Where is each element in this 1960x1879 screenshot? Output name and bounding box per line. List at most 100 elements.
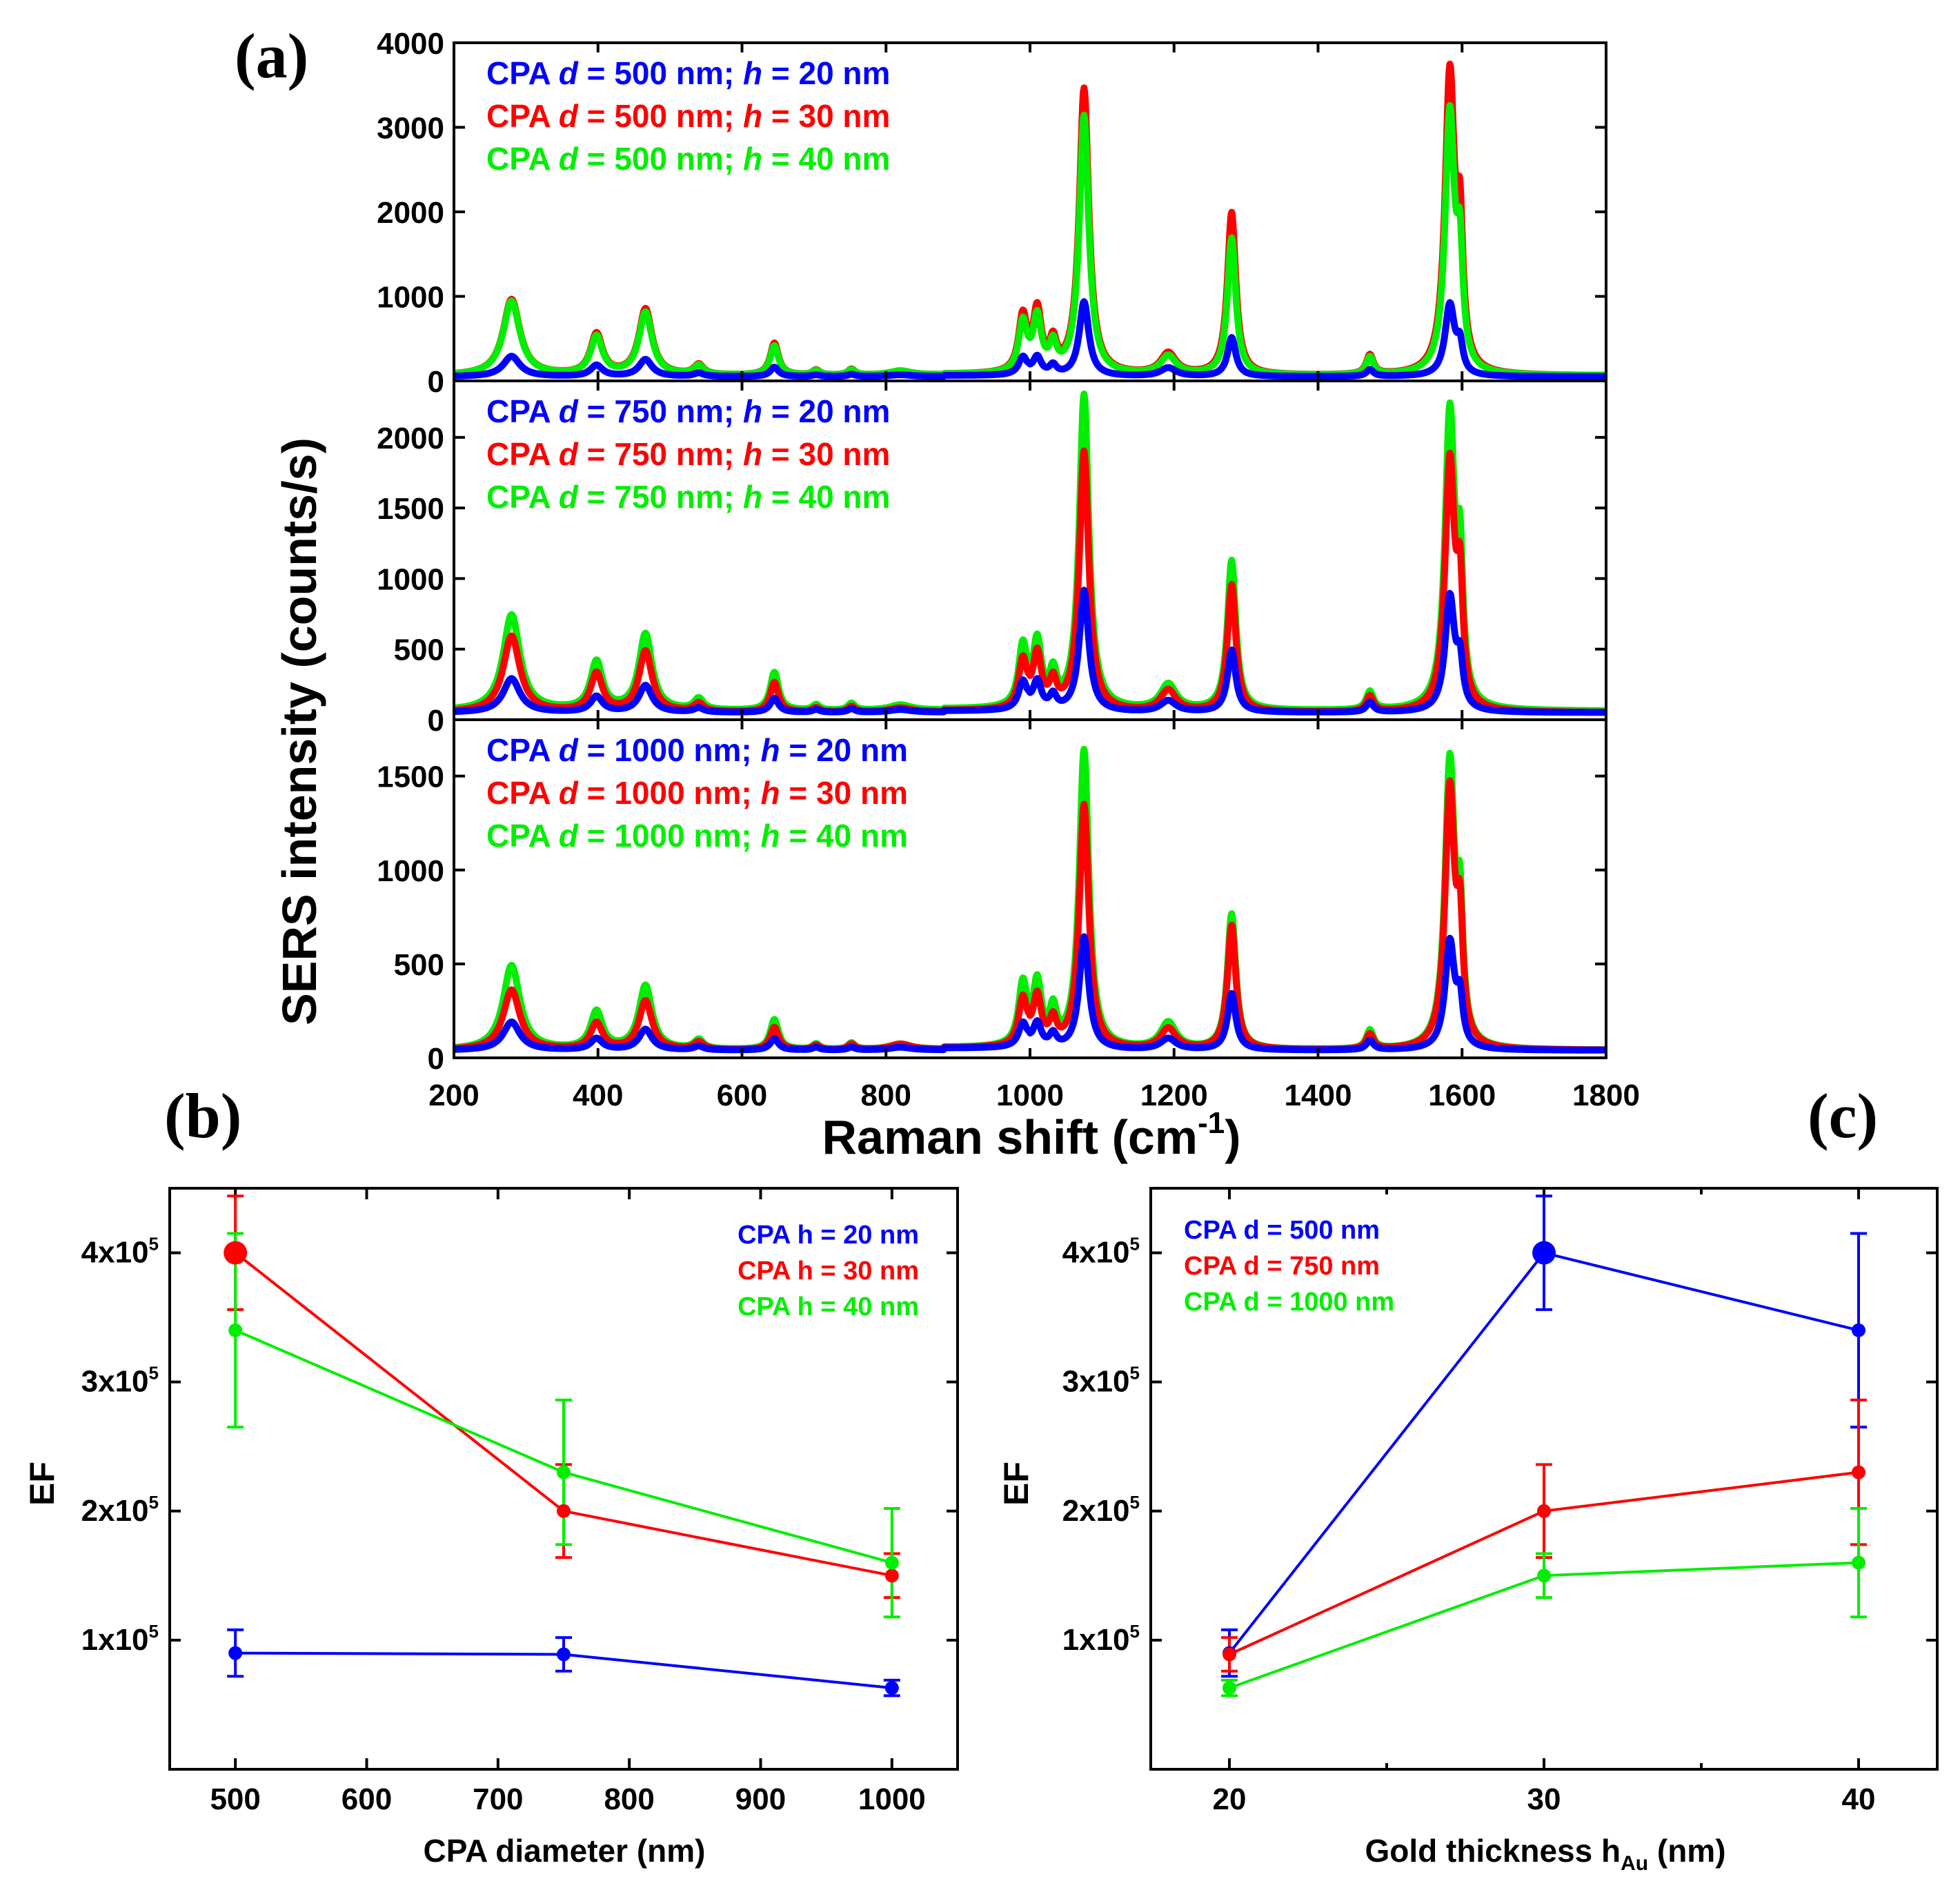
y-tick-label: 2x105: [1062, 1492, 1140, 1528]
y-tick-base: 4x10: [1062, 1236, 1130, 1270]
x-tick-label: 1800: [1572, 1079, 1640, 1112]
y-tick-label: 1x105: [1062, 1621, 1140, 1657]
spectrum-line-20nm: [454, 298, 1606, 380]
legend-entry: CPA d = 1000 nm; h = 30 nm: [486, 775, 908, 811]
panel-a-y-axis-title: SERS intensity (counts/s): [273, 437, 326, 1025]
legend-text: CPA: [486, 393, 559, 429]
x-tick-label: 600: [717, 1079, 767, 1112]
panel-label-a: (a): [235, 21, 308, 91]
legend-text: CPA: [486, 479, 559, 515]
legend-text: CPA: [486, 98, 559, 134]
legend-text: = 20 nm: [780, 732, 908, 768]
panel-b-legend: CPA h = 20 nm CPA h = 30 nm CPA h = 40 nm: [738, 1221, 919, 1321]
legend-text: = 40 nm: [762, 141, 890, 177]
data-point: [557, 1647, 571, 1662]
legend-symbol: h: [743, 141, 762, 177]
legend-entry: CPA d = 1000 nm: [1184, 1288, 1394, 1317]
data-point: [1852, 1323, 1865, 1337]
panel-b-y-axis-title: EF: [23, 1462, 61, 1506]
data-point: [228, 1646, 243, 1660]
legend-symbol: h: [743, 479, 762, 515]
y-tick-label: 0: [428, 365, 444, 399]
data-point: [1852, 1465, 1865, 1479]
legend-text: = 20 nm: [762, 55, 890, 91]
y-tick-exponent: 5: [149, 1363, 159, 1384]
y-tick-label: 2000: [377, 196, 444, 230]
legend-entry: CPA d = 500 nm; h = 20 nm: [486, 55, 890, 91]
legend-text: = 1000 nm;: [578, 775, 761, 811]
legend-symbol: h: [761, 775, 780, 811]
legend-text: CPA: [486, 436, 559, 472]
legend-entry: CPA h = 40 nm: [738, 1292, 919, 1321]
x-tick-label: 200: [428, 1079, 479, 1112]
panel-a-x-axis-title: Raman shift (cm-1): [822, 1106, 1241, 1164]
legend-symbol: d: [559, 479, 579, 515]
legend-symbol: h: [743, 436, 762, 472]
data-point: [884, 1681, 899, 1695]
legend-text: = 40 nm: [762, 479, 890, 515]
legend-text: = 500 nm;: [578, 141, 743, 177]
y-tick-label: 2x105: [81, 1492, 159, 1528]
panel-a-x-axis: 200 400 600 800 1000 1200 1400 1600 1800: [428, 1079, 1640, 1112]
spectrum-line-20nm: [454, 587, 1606, 716]
legend-entry: CPA d = 500 nm; h = 40 nm: [486, 141, 890, 177]
legend-symbol: d: [559, 732, 579, 768]
y-tick-label: 3000: [377, 112, 444, 146]
y-tick-base: 3x10: [81, 1365, 149, 1399]
legend-symbol: h: [743, 98, 762, 134]
x-tick-label: 1000: [996, 1079, 1064, 1112]
spectrum-line-40nm: [454, 101, 1606, 379]
legend-text: CPA: [486, 55, 559, 91]
legend-text: CPA: [486, 775, 559, 811]
legend-symbol: h: [761, 732, 780, 768]
legend-text: CPA: [486, 818, 559, 854]
legend-text: = 1000 nm;: [578, 732, 761, 768]
x-tick-label: 900: [735, 1782, 786, 1816]
y-tick-label: 4x105: [1062, 1234, 1140, 1270]
spectrum-line-20nm: [454, 933, 1606, 1054]
data-point: [557, 1504, 571, 1518]
panel-label-c: (c): [1808, 1081, 1878, 1151]
legend-symbol: d: [559, 775, 579, 811]
spectrum-line-30nm: [454, 447, 1606, 716]
x-tick-label: 1000: [858, 1782, 926, 1816]
y-tick-label: 1500: [377, 760, 444, 794]
x-tick-label: 20: [1213, 1782, 1247, 1816]
y-tick-label: 2000: [377, 422, 444, 455]
data-point: [228, 1323, 243, 1337]
y-tick-label: 1000: [377, 562, 444, 596]
legend-symbol: d: [559, 436, 579, 472]
y-tick-label: 3x105: [1062, 1363, 1140, 1399]
legend-text: = 30 nm: [762, 436, 890, 472]
x-tick-label: 500: [210, 1782, 260, 1816]
y-tick-label: 500: [394, 633, 444, 667]
legend-symbol: h: [743, 393, 762, 429]
legend-text: = 30 nm: [780, 775, 908, 811]
panel-b-x-axis-title: CPA diameter (nm): [424, 1833, 706, 1869]
y-tick-base: 3x10: [1062, 1365, 1130, 1399]
data-point: [884, 1555, 899, 1570]
y-tick-exponent: 5: [1130, 1234, 1140, 1255]
y-tick-exponent: 5: [1130, 1621, 1140, 1642]
y-tick-label: 1500: [377, 492, 444, 526]
legend-symbol: d: [559, 141, 579, 177]
panel-c-y-axis-title: EF: [997, 1462, 1036, 1506]
legend-entry: CPA d = 1000 nm; h = 20 nm: [486, 732, 908, 768]
data-point: [1537, 1504, 1551, 1518]
data-point: [884, 1568, 899, 1583]
legend-entry: CPA d = 750 nm; h = 30 nm: [486, 436, 890, 472]
data-point: [224, 1241, 248, 1265]
legend-text: CPA: [486, 732, 559, 768]
y-tick-label: 0: [428, 704, 444, 738]
y-tick-label: 3x105: [81, 1363, 159, 1399]
legend-text: = 750 nm;: [578, 479, 743, 515]
data-point: [1222, 1647, 1236, 1662]
y-tick-label: 0: [428, 1042, 444, 1076]
panel-c-x-axis-title: Gold thickness hAu (nm): [1365, 1833, 1725, 1875]
spectrum-panel-d750: 0 500 1000 1500 2000 CPA d = 750 nm; h = 20 n…: [377, 380, 1607, 738]
x-tick-label: 700: [473, 1782, 523, 1816]
legend-entry: CPA d = 750 nm; h = 40 nm: [486, 479, 890, 515]
